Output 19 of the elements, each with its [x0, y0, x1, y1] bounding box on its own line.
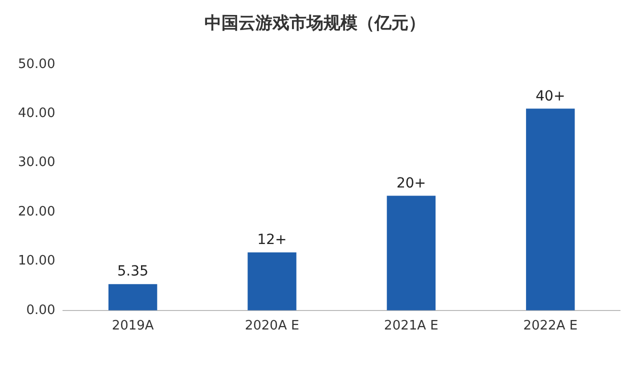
bar	[526, 108, 575, 310]
y-tick-label: 20.00	[18, 204, 56, 220]
bar	[386, 196, 436, 310]
y-tick-label: 40.00	[18, 106, 56, 121]
y-tick-label: 0.00	[26, 302, 56, 318]
y-tick-label: 30.00	[18, 155, 56, 170]
data-label: 20+	[396, 175, 426, 192]
bar	[248, 252, 296, 310]
y-tick-label: 50.00	[18, 56, 56, 72]
data-label: 12+	[257, 232, 287, 248]
x-tick-label: 2021A E	[384, 318, 438, 334]
data-label: 40+	[536, 88, 566, 104]
bar	[108, 284, 158, 310]
x-tick-label: 2019A	[112, 318, 154, 334]
y-tick-label: 10.00	[18, 254, 56, 269]
x-tick-label: 2020A E	[244, 318, 300, 334]
chart-title: 中国云游戏市场规模（亿元）	[204, 14, 426, 34]
x-tick-label: 2022A E	[523, 318, 578, 334]
data-label: 5.35	[117, 264, 148, 280]
